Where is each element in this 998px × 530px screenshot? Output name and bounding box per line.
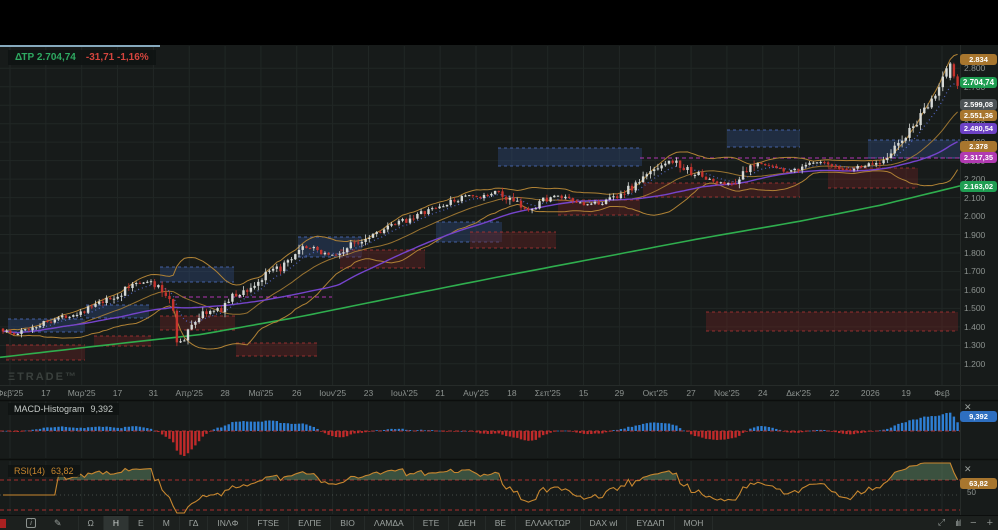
active-tab-indicator [0,45,160,47]
macd-histogram-layer [0,412,960,456]
last-price-badge: 2.704,74 [960,77,997,88]
toolbar-item-ευδαπ[interactable]: ΕΥΔΑΠ [626,516,673,530]
toolbar-item-ε[interactable]: Ε [128,516,153,530]
time-tick-label: Ιουν'25 [319,388,347,398]
time-tick-label: 21 [435,388,445,398]
toolbar-item-λαμδα[interactable]: ΛΑΜΔΑ [363,516,413,530]
price-tick-label: 2.800 [964,63,986,74]
toolbar-item-ftse[interactable]: FTSE [247,516,288,530]
record-indicator [0,519,6,528]
zoom-in-icon[interactable]: + [986,516,993,529]
price-tick-label: 1.200 [964,358,986,369]
grid-layer [0,46,960,514]
time-tick-label: Φεβ [934,388,950,398]
macd-close-icon[interactable]: ✕ [964,402,972,412]
price-tick-label: 1.400 [964,321,986,332]
toolbar-item-βε[interactable]: ΒΕ [484,516,515,530]
time-tick-label: Δεκ'25 [786,388,812,398]
toolbar-item-ελλακτωρ[interactable]: ΕΛΛΑΚΤΩΡ [515,516,579,530]
macd-panel-title: MACD-Histogram 9,392 [8,403,120,415]
toolbar-item-ετε[interactable]: ΕΤΕ [412,516,449,530]
time-tick-label: 31 [148,388,159,398]
time-tick-label: Μαρ'25 [67,388,96,398]
indicator-price-badge: 2.480,54 [960,123,997,134]
maximize-icon[interactable]: ⤢ [937,517,946,527]
time-tick-label: 22 [829,388,840,398]
time-tick-label: Ιουλ'25 [390,388,418,398]
rsi-panel-title: RSI(14) 63,82 [8,465,80,477]
time-tick-label: 23 [363,388,374,398]
time-tick-label: Σεπ'25 [534,388,561,398]
time-tick-label: 28 [220,388,230,398]
time-tick-label: Απρ'25 [175,388,203,398]
watermark-logo: ΞTRADE™ [8,371,78,383]
price-tick-label: 1.900 [964,229,986,240]
time-tick-label: 24 [758,388,768,398]
indicator-price-badge: 2.834 [960,54,997,65]
rsi-layer [0,462,960,514]
rsi-value-badge: 63,82 [960,478,997,489]
draw-pencil-icon[interactable]: ✎ [54,517,62,528]
time-tick-label: 15 [578,388,589,398]
time-tick-label: 17 [41,388,51,398]
time-tick-label: Φεβ'25 [0,388,24,398]
indicator-price-badge: 2.551,36 [960,110,997,121]
toolbar-item-ελπε[interactable]: ΕΛΠΕ [288,516,330,530]
toolbar-item-ω[interactable]: Ω [77,516,103,530]
zoom-out-icon[interactable]: − [970,516,977,529]
toolbar-item-ινλφ[interactable]: ΙΝΛΦ [207,516,247,530]
time-tick-label: Μαϊ'25 [248,388,274,398]
price-tick-label: 2.200 [964,174,986,185]
candles-layer [1,62,959,347]
time-tick-label: 19 [901,388,911,398]
indicator-price-badge: 2.163,02 [960,181,997,192]
indicator-price-badge: 2.599,08 [960,99,997,110]
price-tick-label: 1.700 [964,266,986,277]
time-tick-label: Νοε'25 [714,388,740,398]
price-tick-label: 1.800 [964,247,986,258]
toolbar-item-dax-wl[interactable]: DAX wl [579,516,627,530]
info-icon[interactable]: i [26,518,36,528]
bars-style-icon[interactable]: ılıl [955,517,961,528]
rsi-mid-level-label: 50 [967,488,976,497]
indicator-price-badge: 2.317,35 [960,152,997,163]
toolbar-item-μ[interactable]: Μ [152,516,179,530]
price-tick-label: 2.100 [964,192,986,203]
toolbar-item-γδ[interactable]: ΓΔ [178,516,208,530]
price-tick-label: 1.300 [964,340,986,351]
symbol-and-price: ΔΤΡ 2.704,74 [15,52,76,63]
time-tick-label: 27 [686,388,696,398]
macd-value-badge: 9,392 [960,411,997,422]
toolbar-item-η[interactable]: Η [102,516,129,530]
time-tick-label: 26 [292,388,302,398]
price-tick-label: 1.600 [964,284,986,295]
indicator-price-badge: 2.378 [960,141,997,152]
time-tick-label: 2026 [860,388,880,398]
price-tick-label: 1.500 [964,303,986,314]
time-tick-label: 17 [112,388,123,398]
bottom-toolbar: i ✎ Ω Η Ε Μ ΓΔ ΙΝΛΦ FTSE ΕΛΠΕ ΒΙΟ ΛΑΜΔΑ ΕΤΕ ΔΕΗ ΒΕ ΕΛ… [0,515,998,530]
symbol-info-overlay: ΔΤΡ 2.704,74 -31,71 -1,16% [8,50,156,65]
toolbar-item-μοη[interactable]: ΜΟΗ [673,516,714,530]
chart-corner-controls: ⤢ ılıl − + [938,515,993,530]
toolbar-item-βιο[interactable]: ΒΙΟ [330,516,364,530]
time-tick-label: Αυγ'25 [463,388,489,398]
rsi-close-icon[interactable]: ✕ [964,464,972,474]
time-tick-label: 18 [507,388,517,398]
time-tick-label: 29 [614,388,625,398]
price-tick-label: 2.000 [964,211,986,222]
supply-demand-zones-layer [6,129,962,361]
price-change: -31,71 -1,16% [85,52,149,63]
time-tick-label: Οκτ'25 [642,388,668,398]
toolbar-item-δεη[interactable]: ΔΕΗ [448,516,485,530]
